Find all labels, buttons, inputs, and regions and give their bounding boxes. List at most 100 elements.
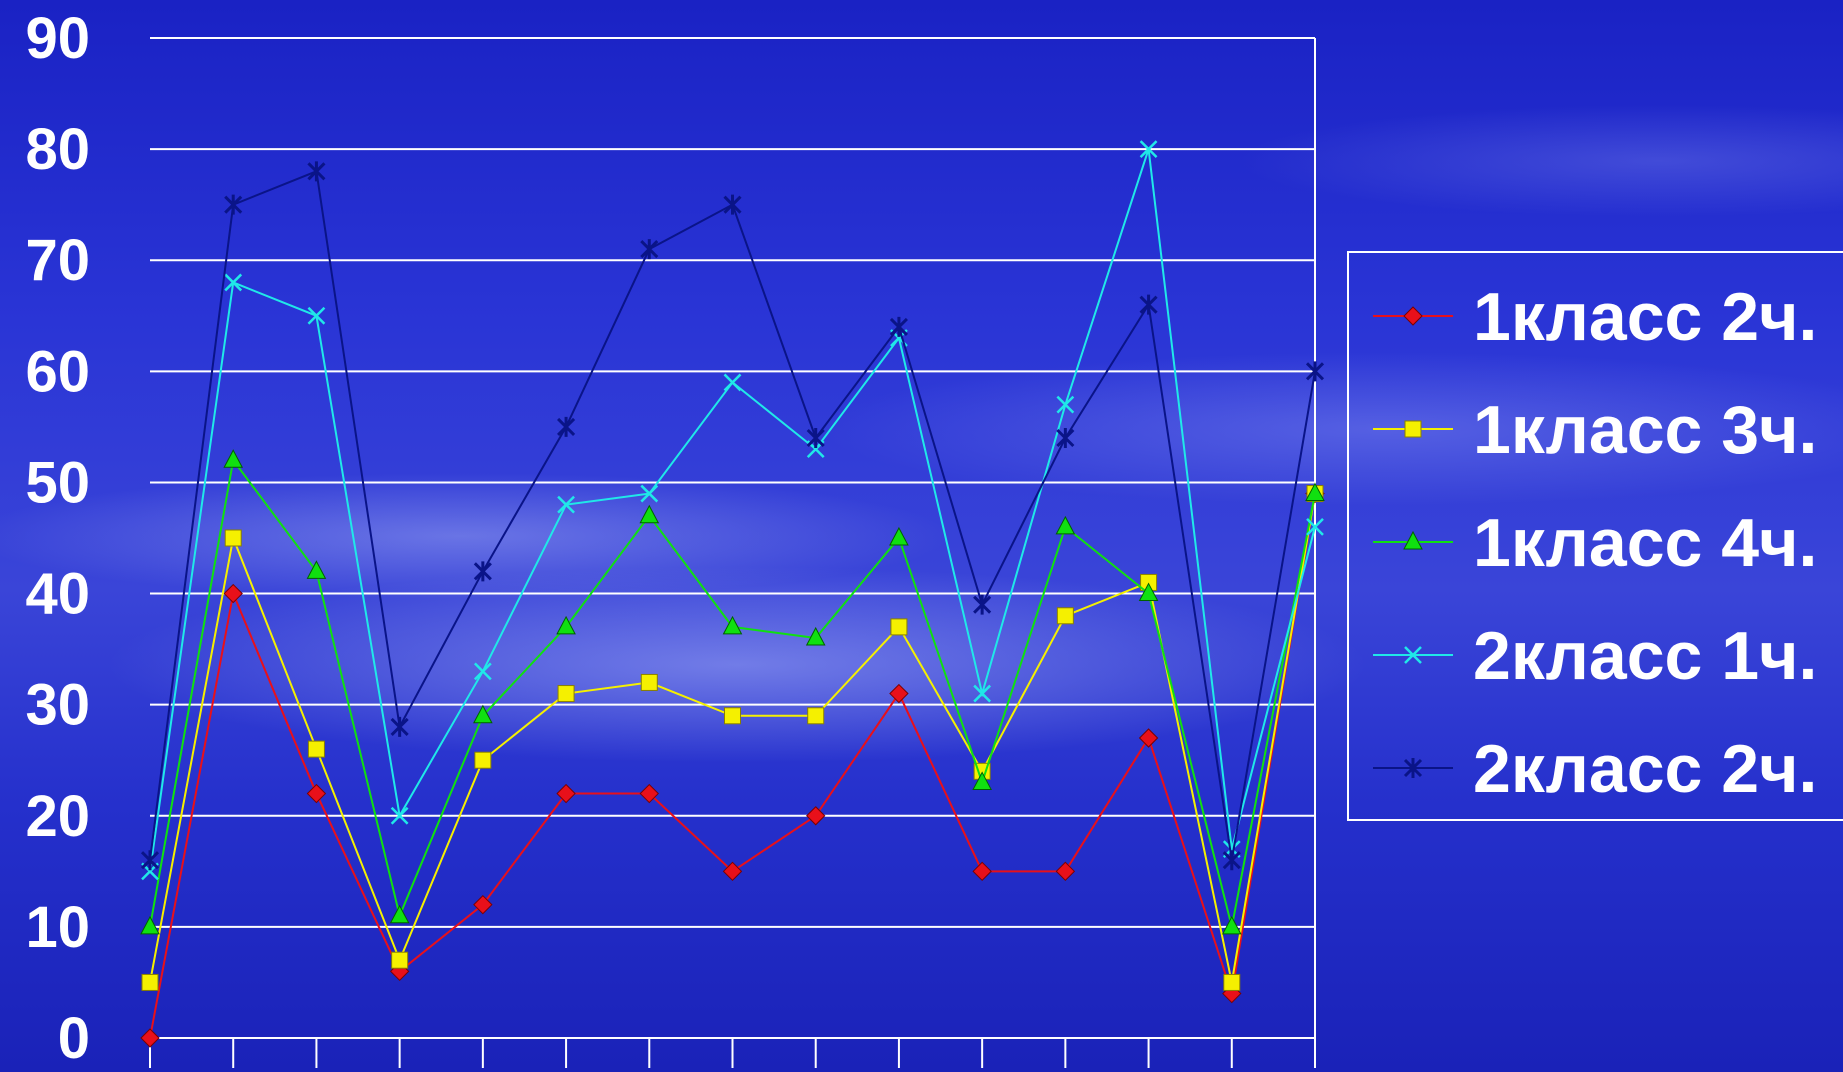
series-line [149,457,1316,928]
data-point [1138,582,1159,602]
data-point [140,1028,160,1048]
y-tick-label: 70 [25,228,90,293]
data-point [391,951,409,969]
data-point [473,662,492,681]
data-point [639,783,659,804]
legend-marker [1404,646,1422,664]
data-point [1306,518,1324,536]
data-point [557,495,575,514]
data-point [1223,973,1241,991]
y-tick-label: 80 [25,117,90,182]
data-point [140,850,160,871]
legend-label: 1класс 3ч. [1473,392,1817,468]
y-tick-label: 10 [25,895,90,960]
series-3 [140,449,1325,935]
data-point [474,751,492,769]
data-point [224,194,243,215]
data-point [307,161,326,182]
data-point [473,704,493,724]
data-point [1056,395,1075,414]
legend-box [1347,251,1843,821]
y-tick-label: 0 [58,1006,90,1071]
data-point [889,316,908,337]
data-point [140,915,160,935]
y-axis-ticks: 0 10 20 30 40 50 60 70 80 90 [25,6,90,1071]
data-point [1221,915,1242,935]
data-point [890,618,908,636]
y-tick-label: 60 [25,339,90,404]
y-tick-label: 90 [25,6,90,71]
series-4 [141,140,1324,881]
y-tick-label: 30 [25,673,90,738]
data-point [306,783,327,804]
series-line [149,148,1316,872]
data-point [973,684,992,703]
legend-item: 1класс 3ч. [1373,392,1817,468]
legend-label: 1класс 2ч. [1473,279,1817,355]
data-point [1055,515,1076,535]
data-point [557,685,575,703]
data-point [556,783,576,804]
legend-marker [1403,530,1423,550]
data-point [972,861,992,882]
data-point [1305,361,1325,382]
legend-marker [1403,306,1423,326]
legend-item: 2класс 2ч. [1373,731,1817,807]
data-point [473,894,493,915]
data-point [1305,482,1325,502]
legend-marker [1403,758,1423,778]
data-point [557,416,576,437]
y-tick-label: 40 [25,562,90,627]
data-point [640,673,658,691]
data-point [1139,294,1158,315]
legend-label: 1класс 4ч. [1473,505,1817,581]
data-point [1139,140,1158,158]
data-point [223,449,244,468]
data-point [724,707,741,725]
series-5 [140,161,1325,871]
data-point [640,239,659,260]
series-2 [141,485,1324,991]
data-point [806,806,826,826]
data-point [224,273,243,292]
data-point [473,561,492,582]
y-tick-label: 50 [25,450,90,515]
data-point [889,683,909,704]
data-point [889,526,909,546]
data-point [640,484,659,503]
data-point [806,428,825,448]
data-point [1056,428,1075,448]
data-point [223,583,243,604]
data-point [389,904,410,924]
data-point [141,973,159,991]
data-point [307,306,326,325]
data-point [807,707,825,725]
data-point [639,504,660,524]
data-point [805,626,826,646]
data-point [972,771,992,790]
data-point [224,529,242,547]
data-point [306,560,327,579]
legend-item: 1класс 2ч. [1373,279,1817,355]
legend-marker [1404,420,1422,438]
data-point [973,594,992,615]
data-point [723,373,742,392]
legend-item: 2класс 1ч. [1373,618,1817,694]
legend-label: 2класс 2ч. [1473,731,1817,807]
series-1 [140,483,1325,1048]
data-point [390,806,409,825]
legend-label: 2класс 1ч. [1473,618,1817,694]
data-point [1222,850,1241,871]
series-lines [140,140,1325,1048]
data-point [1138,728,1159,748]
data-point [390,716,409,737]
legend-item: 1класс 4ч. [1373,505,1817,581]
y-tick-label: 20 [25,784,90,849]
data-point [1055,861,1076,882]
data-point [722,861,743,882]
data-point [307,740,325,758]
legend: 1класс 2ч. 1класс 3ч. 1класс 4ч. 2класс 1ч.… [1347,251,1843,821]
data-point [723,194,742,215]
